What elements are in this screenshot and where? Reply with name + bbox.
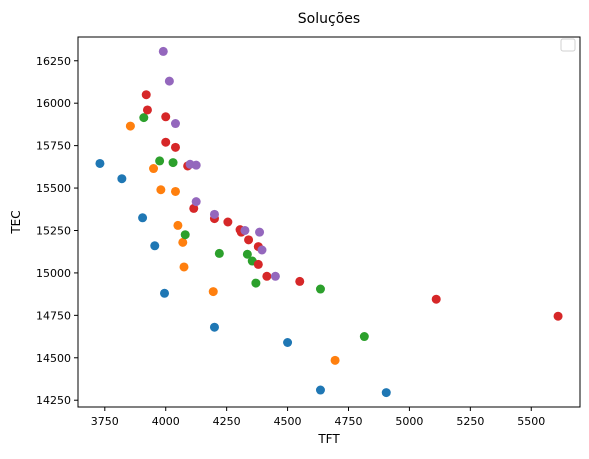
data-point-series-4	[262, 271, 272, 281]
data-point-series-5	[191, 160, 201, 170]
data-point-series-3	[168, 158, 178, 168]
x-axis-ticks: 3750 4000 4250 4500 4750 5000 5250 5500	[91, 407, 545, 428]
legend-box	[560, 38, 576, 52]
data-point-series-3	[139, 113, 149, 123]
y-tick-label: 15750	[36, 140, 71, 153]
data-point-series-4	[141, 90, 151, 100]
data-point-series-4	[223, 217, 233, 227]
x-tick-label: 5250	[456, 415, 484, 428]
data-point-series-3	[359, 332, 369, 342]
data-point-series-4	[142, 105, 152, 115]
data-point-series-3	[242, 249, 252, 259]
data-point-series-4	[189, 203, 199, 213]
y-axis-ticks: 14250 14500 14750 15000 15250 15500 15750 16000…	[36, 55, 78, 407]
data-point-series-2	[208, 287, 218, 297]
data-point-series-2	[330, 355, 340, 365]
y-tick-label: 15000	[36, 267, 71, 280]
x-tick-label: 3750	[91, 415, 119, 428]
y-tick-label: 14750	[36, 309, 71, 322]
y-tick-label: 15250	[36, 224, 71, 237]
data-point-series-2	[125, 121, 135, 131]
y-tick-label: 14500	[36, 352, 71, 365]
x-tick-label: 4750	[334, 415, 362, 428]
data-point-series-5	[191, 197, 201, 207]
data-point-series-5	[240, 225, 250, 235]
data-point-series-5	[270, 271, 280, 281]
data-point-series-4	[295, 276, 305, 286]
data-point-series-5	[170, 119, 180, 129]
data-point-series-1	[95, 158, 105, 168]
x-tick-label: 4500	[274, 415, 302, 428]
data-point-series-4	[553, 311, 563, 321]
data-point-series-3	[180, 230, 190, 240]
data-point-series-3	[251, 278, 261, 288]
x-axis-label: TFT	[317, 432, 340, 446]
data-point-series-2	[179, 262, 189, 272]
data-point-series-3	[315, 284, 325, 294]
data-point-series-4	[244, 235, 254, 245]
data-point-series-5	[158, 46, 168, 56]
y-tick-label: 14250	[36, 394, 71, 407]
data-point-series-4	[161, 137, 171, 147]
x-tick-label: 4000	[152, 415, 180, 428]
data-point-series-5	[257, 245, 267, 255]
x-tick-label: 5000	[395, 415, 423, 428]
data-point-series-5	[209, 209, 219, 219]
data-point-series-4	[431, 294, 441, 304]
data-point-series-1	[117, 174, 127, 184]
y-tick-label: 15500	[36, 182, 71, 195]
y-tick-label: 16000	[36, 97, 71, 110]
y-tick-label: 16250	[36, 55, 71, 68]
data-point-series-4	[170, 142, 180, 152]
data-point-series-1	[315, 385, 325, 395]
data-point-series-1	[160, 288, 170, 298]
data-points-layer	[95, 46, 563, 398]
data-point-series-2	[149, 164, 159, 174]
data-point-series-5	[164, 76, 174, 86]
data-point-series-1	[209, 322, 219, 332]
data-point-series-2	[156, 185, 166, 195]
data-point-series-1	[138, 213, 148, 223]
data-point-series-5	[255, 227, 265, 237]
data-point-series-2	[173, 220, 183, 230]
x-tick-label: 4250	[213, 415, 241, 428]
data-point-series-2	[170, 186, 180, 196]
data-point-series-2	[178, 237, 188, 247]
data-point-series-3	[214, 248, 224, 258]
data-point-series-4	[253, 259, 263, 269]
plot-frame	[77, 36, 581, 408]
x-tick-label: 5500	[517, 415, 545, 428]
data-point-series-1	[381, 388, 391, 398]
chart-title: Soluções	[298, 11, 360, 27]
data-point-series-1	[283, 338, 293, 347]
data-point-series-3	[155, 156, 165, 166]
y-axis-label: TEC	[9, 210, 23, 234]
data-point-series-4	[161, 112, 171, 122]
data-point-series-1	[150, 241, 160, 251]
